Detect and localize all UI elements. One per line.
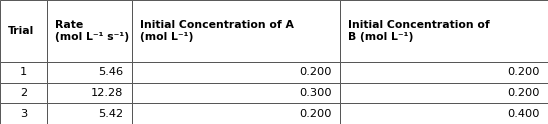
Text: Initial Concentration of
B (mol L⁻¹): Initial Concentration of B (mol L⁻¹) [348,20,490,42]
Text: 12.28: 12.28 [91,88,123,98]
Bar [132,83,340,103]
Text: 0.200: 0.200 [299,67,332,77]
Bar [47,103,132,124]
Bar [340,83,548,103]
Text: 5.46: 5.46 [98,67,123,77]
Text: 0.400: 0.400 [507,109,540,119]
Bar [132,0,340,62]
Bar [132,62,340,83]
Text: 0.300: 0.300 [299,88,332,98]
Text: 0.200: 0.200 [507,88,540,98]
Text: Trial: Trial [8,26,35,36]
Bar [340,103,548,124]
Bar [0,0,47,62]
Text: 1: 1 [20,67,27,77]
Bar [0,103,47,124]
Text: 5.42: 5.42 [98,109,123,119]
Text: 2: 2 [20,88,27,98]
Bar [0,83,47,103]
Text: Initial Concentration of A
(mol L⁻¹): Initial Concentration of A (mol L⁻¹) [140,20,294,42]
Bar [0,62,47,83]
Bar [47,0,132,62]
Bar [132,103,340,124]
Bar [340,62,548,83]
Bar [340,0,548,62]
Bar [47,62,132,83]
Text: Rate
(mol L⁻¹ s⁻¹): Rate (mol L⁻¹ s⁻¹) [55,20,129,42]
Text: 3: 3 [20,109,27,119]
Text: 0.200: 0.200 [299,109,332,119]
Text: 0.200: 0.200 [507,67,540,77]
Bar [47,83,132,103]
